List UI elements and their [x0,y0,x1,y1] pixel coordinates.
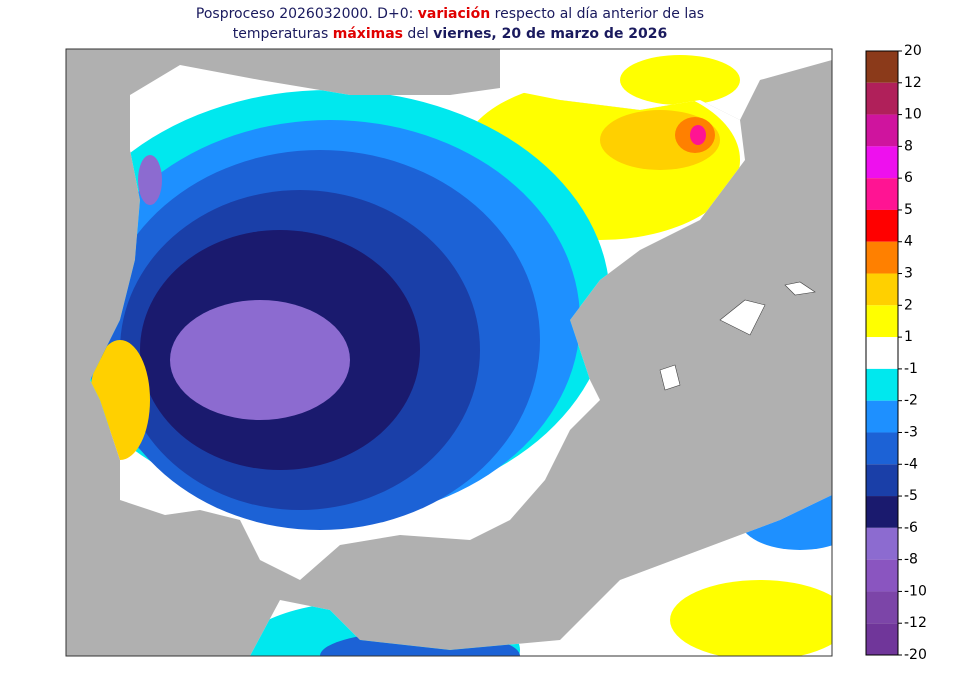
colorbar-label: 5 [904,202,913,218]
colorbar-swatch [866,82,898,115]
colorbar-label: 2 [904,297,913,313]
colorbar-swatch [866,464,898,497]
title-text: del [402,26,434,42]
colorbar-swatch [866,496,898,528]
title-highlight: variación [417,6,491,22]
colorbar-frame [865,50,899,656]
colorbar-label: -20 [904,647,927,663]
colorbar-label: 1 [904,329,913,345]
colorbar-label: 10 [904,107,922,123]
colorbar-label: -4 [904,456,918,472]
title-date: viernes, 20 de marzo de 2026 [433,26,668,42]
colorbar-swatch [866,273,898,306]
title-text: temperaturas [232,26,333,42]
colorbar-label: 3 [904,266,913,282]
colorbar-label: 6 [904,170,913,186]
islands [659,281,816,391]
map-frame [65,48,833,657]
colorbar-label: -5 [904,488,918,504]
colorbar-label: -8 [904,552,918,568]
colorbar-swatch [866,178,898,210]
colorbar-swatch [866,623,898,655]
title-line: Posproceso 2026032000. D+0: variación re… [0,6,900,22]
colorbar-swatch [866,432,898,465]
colorbar-label: 12 [904,75,922,91]
title-text: Posproceso 2026032000. D+0: [195,6,418,22]
colorbar-label: -12 [904,615,927,631]
colorbar-swatch [866,591,898,624]
colorbar-swatch [866,527,898,560]
colorbar-swatch [866,51,898,83]
colorbar-swatch [866,305,898,338]
colorbar-swatch [866,209,898,242]
title-text: respecto al día anterior de las [490,6,705,22]
colorbar-swatch [866,400,898,433]
colorbar-label: -6 [904,520,918,536]
colorbar-swatch [866,114,898,147]
colorbar-label: 8 [904,138,913,154]
title-highlight: máximas [332,26,403,42]
field [620,55,740,105]
title-line: temperaturas máximas del viernes, 20 de … [0,26,900,42]
colorbar-swatch [866,146,898,179]
colorbar-swatch [866,337,898,369]
colorbar-swatch [866,368,898,401]
colorbar-label: -1 [904,361,918,377]
colorbar-label: 4 [904,234,913,250]
colorbar-label: 20 [904,43,922,59]
colorbar-label: -10 [904,583,927,599]
colorbar-swatch [866,559,898,592]
colorbar-swatch [866,241,898,274]
colorbar-label: -3 [904,424,918,440]
colorbar: 20 12 10 8 6 5 4 3 2 1 -1 -2 -3 -4 -5 -6 -8 -10 -12 -20 [865,43,927,663]
iberia-field [90,65,745,580]
colorbar-label: -2 [904,393,918,409]
